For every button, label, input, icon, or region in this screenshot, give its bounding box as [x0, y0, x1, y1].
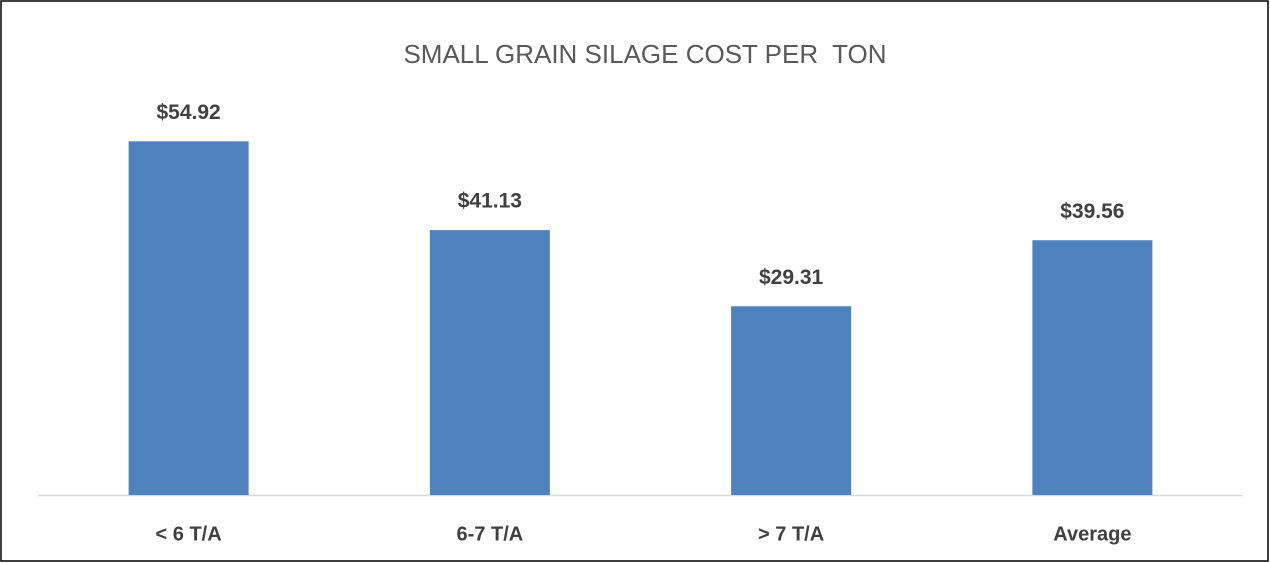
bar: [731, 306, 852, 495]
x-tick-label: 6-7 T/A: [457, 523, 524, 545]
value-label: $39.56: [1060, 200, 1124, 223]
x-tick-label: < 6 T/A: [156, 523, 222, 545]
bar: [429, 230, 550, 495]
value-label: $29.31: [759, 266, 824, 289]
x-tick-label: > 7 T/A: [758, 523, 824, 545]
bar: [1032, 240, 1153, 495]
chart-title: SMALL GRAIN SILAGE COST PER TON: [403, 39, 886, 69]
bar: [128, 141, 249, 496]
value-label: $41.13: [458, 190, 522, 213]
x-tick-label: Average: [1053, 523, 1131, 545]
value-label: $54.92: [157, 101, 221, 124]
